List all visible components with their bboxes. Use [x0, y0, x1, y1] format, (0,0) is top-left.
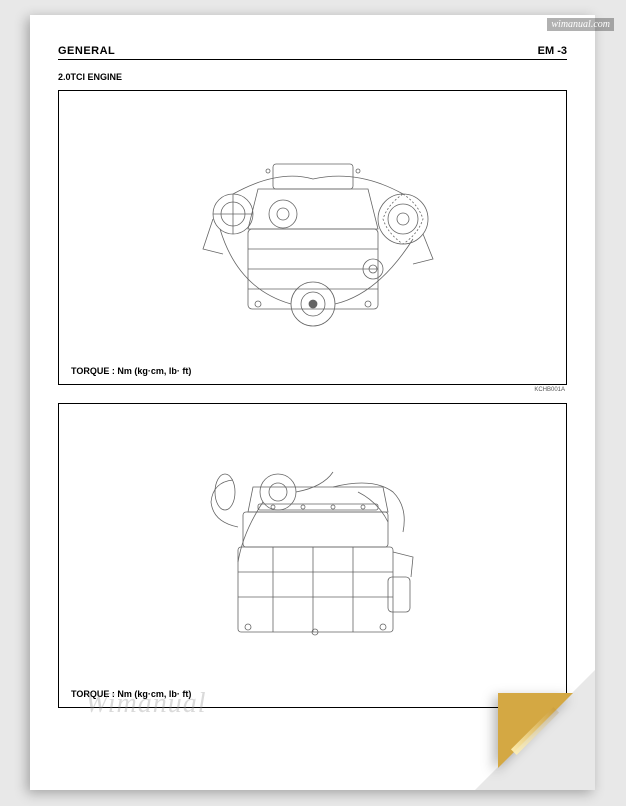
diagram-box-front: TORQUE : Nm (kg·cm, lb· ft): [58, 90, 567, 385]
engine-side-view: [59, 404, 566, 679]
engine-front-view: [59, 91, 566, 356]
engine-diagram-side-icon: [183, 432, 443, 652]
diagram-box-side: TORQUE : Nm (kg·cm, lb· ft): [58, 403, 567, 708]
diagram-ref-code: KCHB001A: [58, 387, 567, 393]
engine-subtitle: 2.0TCI ENGINE: [58, 72, 567, 82]
torque-label: TORQUE : Nm (kg·cm, lb· ft): [71, 366, 191, 376]
engine-diagram-front-icon: [178, 119, 448, 329]
page-curl-decoration: [475, 670, 595, 790]
page-header: GENERAL EM -3: [58, 45, 567, 60]
page-number: EM -3: [538, 45, 567, 57]
watermark-bottom: Wimanual: [85, 688, 207, 720]
document-page: GENERAL EM -3 2.0TCI ENGINE: [30, 15, 595, 790]
section-title: GENERAL: [58, 45, 115, 57]
watermark-top: wimanual.com: [547, 18, 614, 31]
